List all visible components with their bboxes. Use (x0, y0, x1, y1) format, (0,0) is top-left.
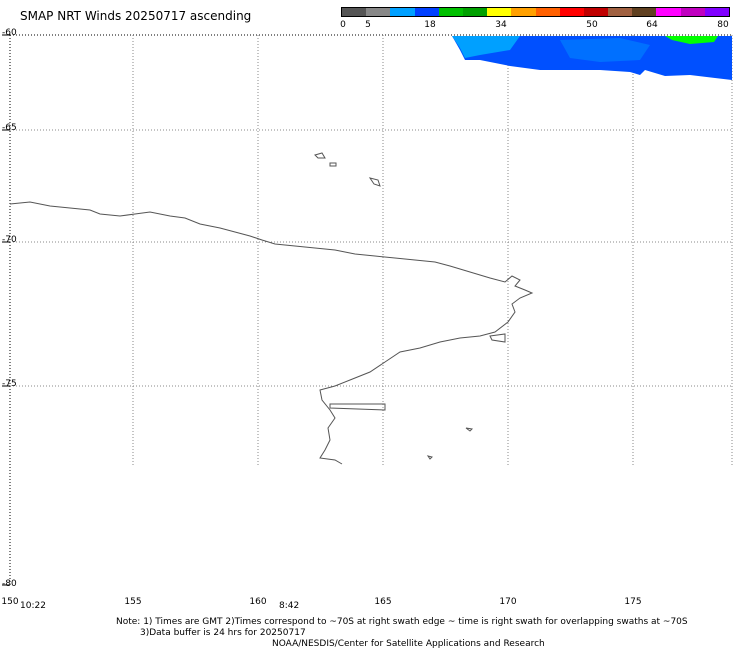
time-label-center: 8:42 (279, 601, 300, 611)
lat-label-75: -75 (2, 379, 17, 389)
colorbar-label: 34 (495, 20, 507, 30)
lat-label-70: -70 (2, 235, 17, 245)
colorbar-segment (559, 8, 584, 16)
colorbar-segment (414, 8, 439, 16)
colorbar-segment (487, 8, 512, 16)
wind-speed-colorbar (341, 7, 730, 17)
lon-label-150: 150 (1, 597, 19, 607)
lat-label-65: -65 (2, 123, 17, 133)
note-line-3: NOAA/NESDIS/Center for Satellite Applica… (272, 639, 545, 649)
colorbar-segment (583, 8, 609, 16)
colorbar-segment (535, 8, 560, 16)
colorbar-segment (342, 8, 367, 16)
lon-label-165: 165 (374, 597, 392, 607)
colorbar-segment (390, 8, 415, 16)
lat-label-80: -80 (2, 579, 17, 589)
note-line-2: 3)Data buffer is 24 hrs for 20250717 (140, 628, 306, 638)
colorbar-label: 64 (646, 20, 658, 30)
lon-label-175: 175 (624, 597, 642, 607)
colorbar-label: 50 (586, 20, 598, 30)
colorbar-segment (704, 8, 729, 16)
colorbar-label: 18 (424, 20, 436, 30)
colorbar-segment (438, 8, 463, 16)
colorbar-segment (656, 8, 681, 16)
colorbar-segment (511, 8, 536, 16)
time-label-left: 10:22 (20, 601, 46, 611)
colorbar-label: 0 (340, 20, 346, 30)
lon-label-170: 170 (499, 597, 517, 607)
lon-label-155: 155 (124, 597, 142, 607)
lon-label-160: 160 (249, 597, 267, 607)
note-line-1: Note: 1) Times are GMT 2)Times correspon… (116, 617, 688, 627)
colorbar-segment (632, 8, 657, 16)
antarctic-coastline (9, 152, 534, 465)
lat-label-60: -60 (2, 28, 17, 38)
wind-swath (452, 36, 732, 80)
colorbar-label: 5 (365, 20, 371, 30)
map-grid (2, 34, 733, 586)
colorbar-segment (366, 8, 391, 16)
colorbar-segment (680, 8, 705, 16)
colorbar-segment (462, 8, 488, 16)
map-title: SMAP NRT Winds 20250717 ascending (20, 9, 252, 23)
colorbar-segment (608, 8, 633, 16)
colorbar-label: 80 (717, 20, 729, 30)
